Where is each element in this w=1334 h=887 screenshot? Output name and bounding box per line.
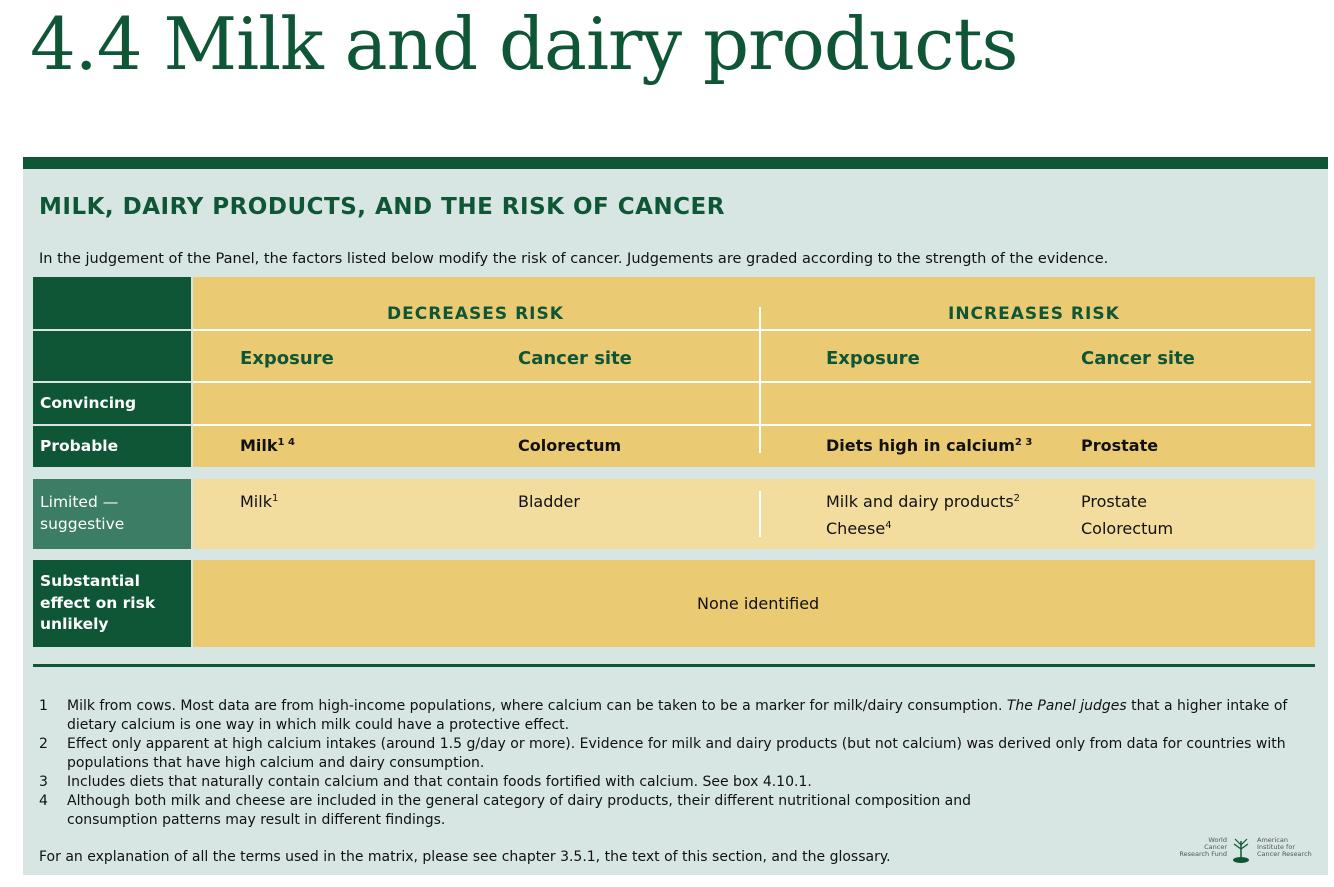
divider-header xyxy=(193,329,1311,331)
substantial-none-identified: None identified xyxy=(697,594,820,613)
limited-dec-site: Bladder xyxy=(518,492,580,511)
limited-dec-exposure: Milk1 xyxy=(240,492,279,511)
probable-inc-site: Prostate xyxy=(1081,436,1159,455)
probable-inc-exposure: Diets high in calcium2 3 xyxy=(826,436,1033,455)
dec-cancer-site-header: Cancer site xyxy=(518,348,632,369)
footnotes: 1 Milk from cows. Most data are from hig… xyxy=(39,697,1319,830)
increases-risk-header: INCREASES RISK xyxy=(948,304,1120,324)
dec-exposure-header: Exposure xyxy=(240,348,334,369)
limited-suggestive-block xyxy=(193,479,1315,549)
probable-dec-site: Colorectum xyxy=(518,436,622,455)
row-label-substantial-effect: Substantial effect on risk unlikely xyxy=(33,560,191,647)
divider-vertical-limited xyxy=(759,491,761,537)
page-title: 4.4 Milk and dairy products xyxy=(30,2,1019,86)
intro-text: In the judgement of the Panel, the facto… xyxy=(39,251,1109,267)
aicr-logo-text: American Institute for Cancer Research xyxy=(1257,836,1312,858)
notes-divider xyxy=(33,664,1315,667)
row-label-convincing: Convincing xyxy=(33,383,191,424)
footnote-3: 3 Includes diets that naturally contain … xyxy=(39,774,812,790)
divider-vertical-top xyxy=(759,307,761,453)
footnote-4: 4 Although both milk and cheese are incl… xyxy=(39,793,972,828)
substantial-effect-block xyxy=(193,560,1315,647)
probable-dec-exposure: Milk1 4 xyxy=(240,436,295,455)
row-label-limited-suggestive: Limited — suggestive xyxy=(33,479,191,549)
footnote-2: 2 Effect only apparent at high calcium i… xyxy=(39,736,1286,771)
organization-logos: World Cancer Research Fund American Inst… xyxy=(1163,829,1321,869)
footnote-1: 1 Milk from cows. Most data are from hig… xyxy=(39,698,1288,733)
matrix-gold-block xyxy=(193,277,1315,467)
box-title: MILK, DAIRY PRODUCTS, AND THE RISK OF CA… xyxy=(39,194,725,220)
limited-inc-exposure-2: Cheese4 xyxy=(826,519,892,538)
inc-exposure-header: Exposure xyxy=(826,348,920,369)
limited-inc-site-1: Prostate xyxy=(1081,492,1147,511)
divider-subheader xyxy=(193,381,1311,383)
decreases-risk-header: DECREASES RISK xyxy=(387,304,564,324)
limited-inc-exposure-1: Milk and dairy products2 xyxy=(826,492,1021,511)
wcrf-logo-text: World Cancer Research Fund xyxy=(1179,836,1227,858)
matrix-corner-cell xyxy=(33,277,191,329)
inc-cancer-site-header: Cancer site xyxy=(1081,348,1195,369)
wheat-logo-icon xyxy=(1233,838,1249,863)
divider-convincing xyxy=(193,424,1311,426)
limited-inc-site-2: Colorectum xyxy=(1081,519,1174,538)
evidence-panel: MILK, DAIRY PRODUCTS, AND THE RISK OF CA… xyxy=(23,157,1328,875)
row-label-probable: Probable xyxy=(33,426,191,467)
footer-text: For an explanation of all the terms used… xyxy=(39,849,891,865)
matrix-subheader-corner-cell xyxy=(33,331,191,381)
